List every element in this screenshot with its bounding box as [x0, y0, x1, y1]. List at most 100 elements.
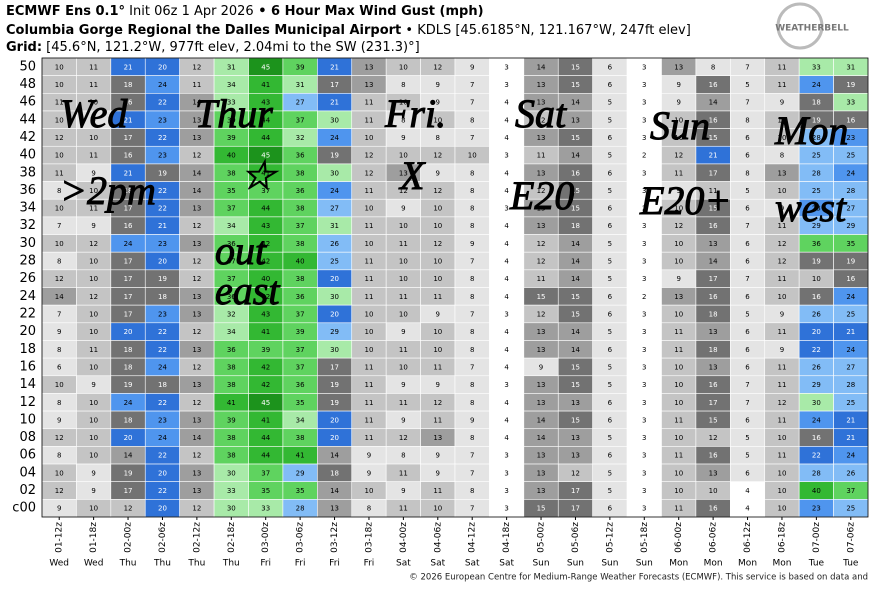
- cell-value: 10: [674, 240, 683, 248]
- cell-value: 5: [745, 452, 749, 460]
- cell-value: 7: [470, 99, 474, 107]
- cell-value: 6: [608, 222, 613, 230]
- x-tick-label: 06-12z: [743, 522, 753, 553]
- cell-value: 19: [812, 116, 821, 124]
- cell-value: 12: [364, 152, 373, 160]
- cell-value: 39: [296, 63, 305, 71]
- cell-value: 41: [261, 416, 270, 424]
- cell-value: 13: [537, 469, 546, 477]
- cell-value: 8: [470, 222, 474, 230]
- cell-value: 12: [364, 169, 373, 177]
- cell-value: 10: [433, 505, 442, 513]
- cell-value: 37: [296, 363, 305, 371]
- cell-value: 11: [537, 152, 546, 160]
- cell-value: 6: [608, 505, 613, 513]
- cell-value: 44: [261, 205, 270, 213]
- cell-value: 28: [812, 169, 821, 177]
- cell-value: 15: [571, 381, 580, 389]
- cell-value: 38: [296, 169, 305, 177]
- cell-value: 3: [642, 328, 646, 336]
- cell-value: 16: [812, 293, 821, 301]
- cell-value: 9: [401, 205, 405, 213]
- cell-value: 19: [124, 381, 133, 389]
- cell-value: 13: [537, 222, 546, 230]
- cell-value: 8: [470, 116, 474, 124]
- cell-value: 25: [812, 152, 821, 160]
- cell-value: 24: [158, 434, 167, 442]
- cell-value: 40: [812, 487, 821, 495]
- cell-value: 9: [401, 328, 405, 336]
- cell-value: 7: [745, 99, 749, 107]
- cell-value: 12: [124, 505, 133, 513]
- cell-value: 4: [504, 169, 509, 177]
- cell-value: 8: [470, 381, 474, 389]
- cell-value: 17: [571, 487, 580, 495]
- cell-value: 6: [608, 205, 613, 213]
- cell-value: 38: [296, 205, 305, 213]
- day-label: Sun: [636, 559, 653, 569]
- cell-value: 28: [812, 469, 821, 477]
- cell-value: 13: [709, 469, 718, 477]
- cell-value: 6: [57, 363, 62, 371]
- cell-value: 6: [608, 346, 613, 354]
- cell-value: 13: [537, 346, 546, 354]
- cell-value: 13: [537, 99, 546, 107]
- cell-value: 38: [227, 434, 236, 442]
- cell-value: 7: [745, 399, 749, 407]
- cell-value: 13: [192, 240, 201, 248]
- cell-value: 14: [571, 152, 580, 160]
- cell-value: 10: [674, 310, 683, 318]
- cell-value: 8: [57, 346, 61, 354]
- cell-value: 11: [777, 81, 786, 89]
- x-tick-label: 04-12z: [468, 522, 478, 553]
- cell-value: 13: [537, 169, 546, 177]
- cell-value: 19: [330, 381, 339, 389]
- cell-value: 18: [330, 469, 339, 477]
- cell-value: 11: [364, 187, 373, 195]
- cell-value: 11: [777, 452, 786, 460]
- cell-value: 25: [846, 399, 855, 407]
- cell-value: 10: [777, 434, 786, 442]
- cell-value: 16: [709, 452, 718, 460]
- cell-value: 11: [89, 205, 98, 213]
- cell-value: 12: [89, 240, 98, 248]
- cell-value: 13: [192, 381, 201, 389]
- cell-value: 28: [846, 381, 855, 389]
- cell-value: 10: [364, 310, 373, 318]
- cell-value: 11: [537, 275, 546, 283]
- cell-value: 30: [330, 116, 339, 124]
- cell-value: 14: [192, 169, 201, 177]
- cell-value: 12: [571, 469, 580, 477]
- cell-value: 12: [777, 399, 786, 407]
- cell-value: 14: [124, 452, 133, 460]
- cell-value: 44: [261, 434, 270, 442]
- row-label: 44: [19, 112, 36, 127]
- cell-value: 4: [504, 222, 509, 230]
- cell-value: 12: [537, 187, 546, 195]
- cell-value: 9: [91, 381, 95, 389]
- cell-value: 39: [296, 328, 305, 336]
- cell-value: 24: [124, 399, 133, 407]
- cell-value: 4: [745, 487, 750, 495]
- cell-value: 4: [504, 434, 509, 442]
- cell-value: 3: [642, 434, 646, 442]
- cell-value: 18: [124, 346, 133, 354]
- cell-value: 10: [433, 222, 442, 230]
- cell-value: 19: [124, 469, 133, 477]
- cell-value: 44: [261, 452, 270, 460]
- cell-value: 9: [436, 99, 440, 107]
- row-label: 48: [19, 77, 36, 92]
- cell-value: 5: [608, 240, 612, 248]
- cell-value: 15: [571, 187, 580, 195]
- cell-value: 13: [433, 434, 442, 442]
- cell-value: 3: [642, 381, 646, 389]
- cell-value: 10: [777, 293, 786, 301]
- cell-value: 18: [709, 310, 718, 318]
- cell-value: 43: [261, 222, 270, 230]
- cell-value: 36: [812, 240, 821, 248]
- cell-value: 11: [364, 258, 373, 266]
- handwritten-annotation: Wed: [60, 91, 128, 136]
- cell-value: 45: [261, 399, 270, 407]
- cell-value: 3: [642, 169, 646, 177]
- cell-value: 10: [674, 205, 683, 213]
